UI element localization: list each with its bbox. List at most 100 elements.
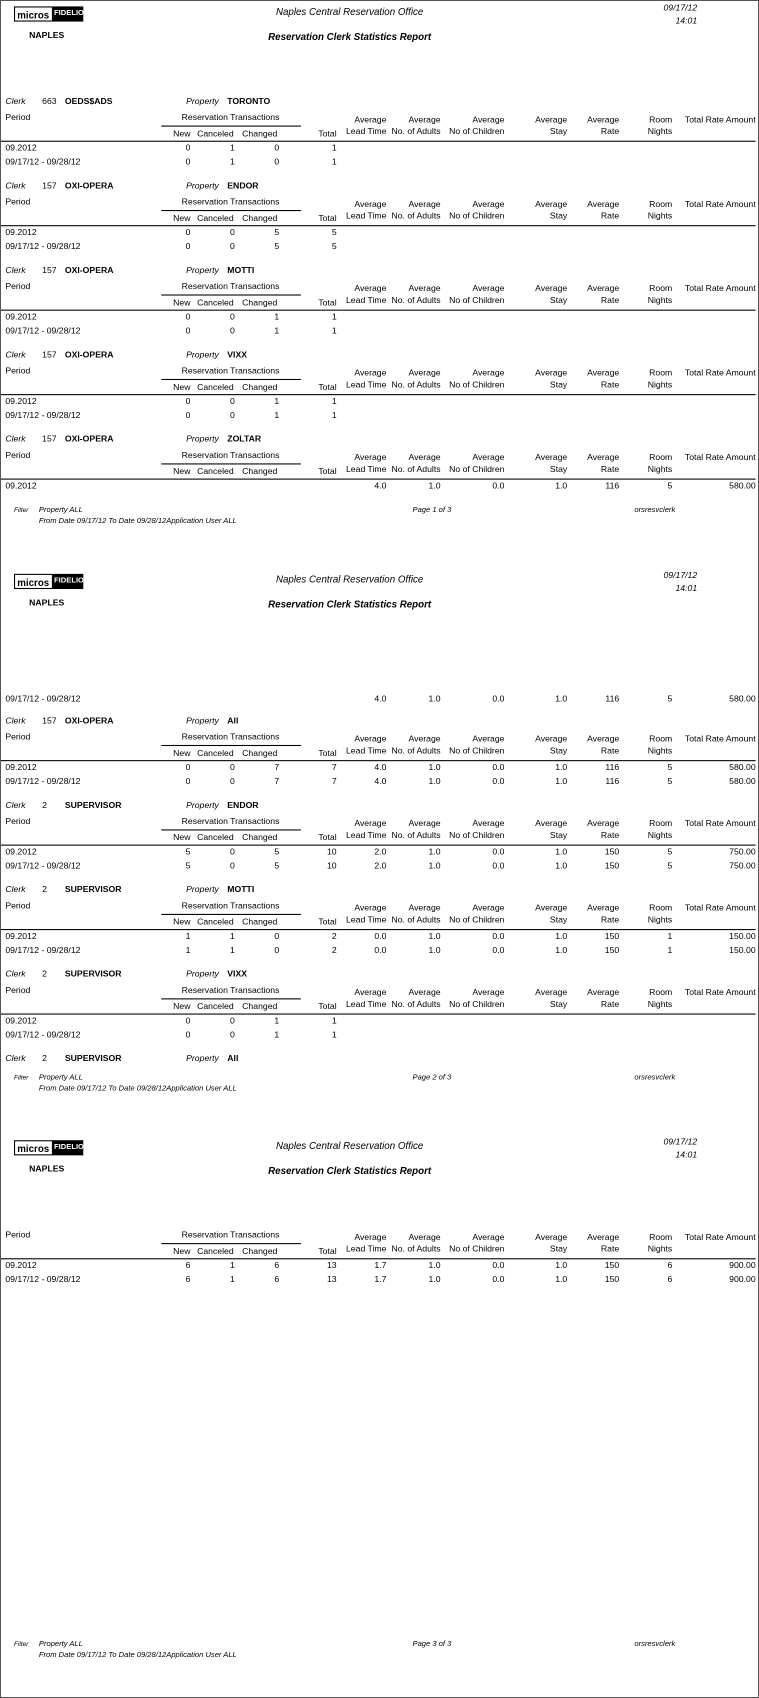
col-average: Stay [549,126,568,137]
clerk-label: Clerk [5,884,26,895]
row-value: 0 [185,1029,191,1040]
property-label: Property [186,715,219,726]
col-average: Average [587,734,620,744]
row-period: 09.2012 [5,142,37,153]
col-sub: Changed [242,213,278,223]
col-average: Average [587,199,620,209]
row-value: 10 [326,846,337,857]
col-average: No. of Adults [391,999,441,1010]
row-value: 6 [274,1274,280,1285]
col-average: Lead Time [345,211,387,221]
col-average: Rate [600,914,620,925]
col-average: Total Rate Amount [684,1232,756,1243]
col-average: No. of Adults [391,126,441,137]
col-sub: Changed [242,382,278,392]
col-period: Period [5,450,31,461]
row-value: 0 [230,410,235,421]
property-name: TORONTO [227,96,271,107]
logo-fidelio: FIDELIO [52,573,84,590]
col-sub: Changed [242,1001,278,1012]
col-average: Average [354,1232,387,1243]
row-value: 1.0 [428,931,441,941]
col-average: Total Rate Amount [684,903,756,913]
row-value: 4.0 [374,762,387,773]
row-value: 1 [274,410,280,421]
row-value: 1.0 [555,846,568,857]
row-value: 1 [230,945,235,956]
report-name: orsresvclerk [634,1640,676,1649]
row-value: 1.0 [428,945,441,956]
row-value: 1 [667,945,673,956]
row-value: 0 [185,776,191,787]
row-value: 900.00 [729,1274,756,1285]
group-underline [161,998,301,1000]
col-total: Total [318,128,337,139]
col-average: No of Children [449,295,505,306]
row-value: 5 [274,846,280,857]
clerk-number: 157 [42,349,57,360]
row-value: 6 [185,1274,191,1285]
row-value: 0 [185,410,191,421]
group-underline [161,209,301,212]
col-average: Lead Time [345,126,387,137]
page-number: Page 2 of 3 [412,1074,452,1082]
row-value: 5 [274,860,280,871]
row-value: 5 [667,762,673,773]
row-period: 09/17/12 - 09/28/12 [5,1274,81,1285]
col-group: Reservation Transactions [181,112,280,123]
col-average: Total Rate Amount [684,368,756,378]
row-value: 1 [331,396,337,407]
col-period: Period [5,281,31,292]
footer-filter-label: Filter [13,1075,29,1082]
col-average: No. of Adults [391,464,441,475]
row-value: 7 [331,776,337,787]
row-value: 1.0 [555,1274,568,1285]
office-name: Naples Central Reservation Office [275,573,424,585]
row-value: 150.00 [729,945,756,956]
row-period: 09/17/12 - 09/28/12 [5,241,81,252]
row-value: 580.00 [729,480,756,491]
col-average: Nights [647,380,673,390]
clerk-number: 157 [42,434,57,444]
property-name: All [227,1053,239,1064]
col-average: Average [354,283,387,294]
report-name: orsresvclerk [634,506,676,515]
row-value: 1 [331,325,337,336]
row-value: 1 [331,311,337,322]
row-value: 0 [185,142,191,153]
col-total: Total [318,213,337,223]
footer-filter-label: Filter [13,1641,29,1649]
col-average: Stay [549,464,568,475]
col-average: Average [408,199,441,209]
col-average: Average [587,114,620,125]
col-average: Nights [647,830,673,841]
col-average: Rate [600,126,620,137]
col-average: Average [354,818,387,829]
col-average: Total Rate Amount [684,283,756,294]
col-sub: New [173,466,191,477]
row-value: 0.0 [374,931,387,941]
group-underline [161,294,301,296]
col-average: Average [408,114,441,125]
footer-property: Property ALL [38,506,83,515]
logo-micros: micros [13,573,53,590]
col-average: Average [587,818,620,829]
row-value: 1.7 [374,1260,387,1271]
row-value: 150 [604,1260,620,1271]
clerk-name: SUPERVISOR [64,1053,122,1064]
clerk-number: 2 [42,1053,47,1064]
report-time: 14:01 [675,1149,698,1160]
row-value: 5 [667,694,673,704]
col-average: No of Children [449,999,505,1010]
col-sub: New [173,382,191,392]
col-sub: New [173,832,191,843]
col-average: Rate [600,464,620,475]
col-average: Average [408,1232,441,1243]
row-value: 2.0 [374,846,387,857]
col-average: Average [535,1232,568,1243]
col-average: Lead Time [345,746,387,756]
row-value: 1.0 [555,945,568,956]
report-date: 09/17/12 [663,570,698,581]
clerk-label: Clerk [5,265,26,275]
